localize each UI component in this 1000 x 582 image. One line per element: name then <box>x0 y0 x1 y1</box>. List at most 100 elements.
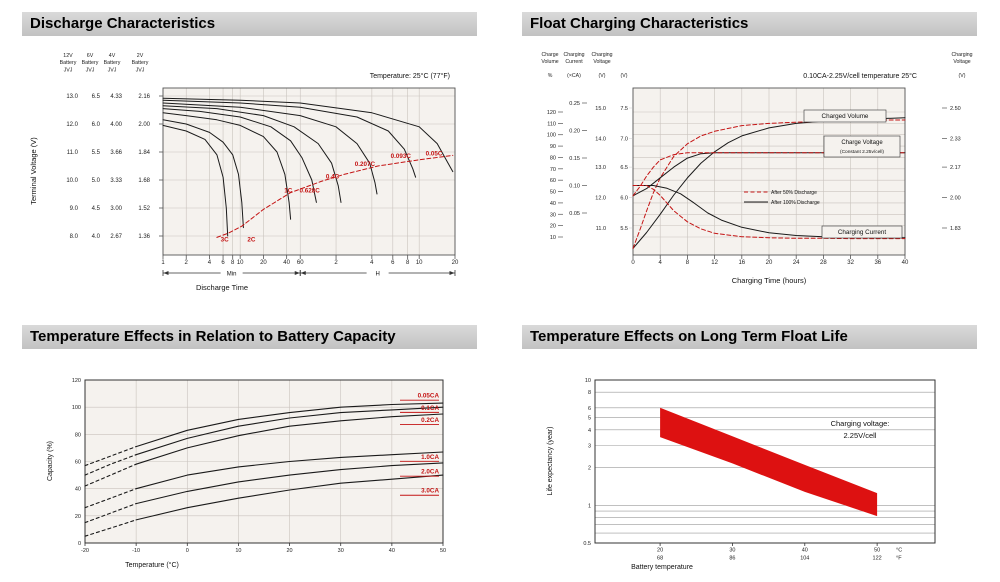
voltage6-tick: 6.5 <box>620 165 628 171</box>
volume-tick: 110 <box>547 121 556 127</box>
voltage6-tick: 7.5 <box>620 106 628 112</box>
series-label: 0.05CA <box>418 393 440 400</box>
celsius-unit-label: °C <box>896 548 902 554</box>
x-tick-label: 10 <box>235 548 241 554</box>
x-tick-label: 2 <box>334 260 338 266</box>
rate-label: 0.4C <box>326 174 340 181</box>
x-tick-label: 0 <box>631 260 635 266</box>
y-tick-label: 10 <box>585 378 591 384</box>
x-tick-label: 8 <box>231 260 235 266</box>
life-expectancy-band <box>660 407 878 517</box>
scale-name: Charging <box>591 52 612 58</box>
panel-title-float-charging: Float Charging Characteristics <box>530 15 749 32</box>
panel-header-discharge: Discharge Characteristics <box>22 12 477 36</box>
y-tick-label: 13.0 <box>66 94 78 100</box>
scale-name: Charging <box>563 52 584 58</box>
x-tick-label: 8 <box>686 260 690 266</box>
annotation-line: Charging voltage: <box>831 419 890 428</box>
y-tick-label: 80 <box>75 432 81 438</box>
y-scale-name: Battery <box>104 60 121 66</box>
rate-label: 0.628C <box>300 188 321 195</box>
discharge-chart-svg: 12VBatteryJVJ13.012.011.010.09.08.06VBat… <box>29 53 459 292</box>
x-unit-label: Min <box>227 272 237 278</box>
x-axis-title: Charging Time (hours) <box>732 276 807 285</box>
x-tick-label: 20 <box>260 260 267 266</box>
y-tick-label: 1.68 <box>138 178 150 184</box>
annotation-line: 2.25V/cell <box>844 431 877 440</box>
float-life-chart: 10 8 6 5 4 3 2 1 0.5 20 68 30 86 40 104 50 122 °C °F Batter… <box>522 358 992 582</box>
y-tick-label: 5.0 <box>92 178 101 184</box>
y-tick-label: 0 <box>78 541 81 547</box>
x-tick-label: 6 <box>221 260 225 266</box>
x-tick-label: 30 <box>338 548 344 554</box>
cutoff-voltage-curve <box>216 154 454 238</box>
panel-header-float-charging: Float Charging Characteristics <box>522 12 977 36</box>
y-tick-label: 5 <box>588 416 591 422</box>
voltage12-tick: 13.0 <box>595 165 606 171</box>
y-tick-label: 2.67 <box>110 234 122 240</box>
curve-label: Charge Voltage <box>841 140 883 146</box>
float-life-chart-svg: 1086543210.5206830864010450122°C°FBatter… <box>547 378 936 571</box>
y-tick-label: 4.0 <box>92 234 101 240</box>
series-0.05CA-dashed <box>84 446 137 467</box>
current-tick: 0.25 <box>569 101 580 107</box>
scale-unit: % <box>548 73 553 79</box>
x-tick-celsius: 30 <box>729 548 735 554</box>
x-axis-title: Battery temperature <box>631 564 693 571</box>
y-tick-label: 5.5 <box>92 150 101 156</box>
y-tick-label: 1.36 <box>138 234 150 240</box>
y-scale-name: JVJ <box>64 67 73 73</box>
right-scale-unit: (V) <box>959 73 966 79</box>
y-tick-label: 9.0 <box>70 206 79 212</box>
series-0.2CA <box>135 413 444 465</box>
condition-note: 0.10CA-2.25V/cell temperature 25°C <box>803 72 917 80</box>
y-tick-label: 20 <box>75 514 81 520</box>
panel-title-float-life: Temperature Effects on Long Term Float L… <box>530 328 848 345</box>
y-scale-name: Battery <box>60 60 77 66</box>
x-tick-fahrenheit: 68 <box>657 556 663 562</box>
voltage6-tick: 5.5 <box>620 226 628 232</box>
current-tick: 0.05 <box>569 211 580 217</box>
x-tick-label: 10 <box>237 260 244 266</box>
series-0.1CA-dashed <box>84 454 137 476</box>
series-label: 2.0CA <box>421 469 439 476</box>
legend-label: After 100% Discharge <box>771 200 820 206</box>
y-tick-label: 40 <box>75 487 81 493</box>
y-tick-label: 2.16 <box>138 94 150 100</box>
x-tick-label: 4 <box>659 260 663 266</box>
voltage12-tick: 14.0 <box>595 136 606 142</box>
volume-tick: 40 <box>550 201 556 207</box>
curve-label-box <box>823 135 901 158</box>
plot-border <box>84 379 444 544</box>
x-tick-label: 4 <box>208 260 212 266</box>
panel-title-temp-capacity: Temperature Effects in Relation to Batte… <box>30 328 396 345</box>
x-tick-label: 40 <box>283 260 290 266</box>
y-tick-label: 0.5 <box>583 541 591 547</box>
y-tick-label: 2.00 <box>138 122 150 128</box>
y-tick-label: 6.0 <box>92 122 101 128</box>
right-scale-name: Voltage <box>953 59 970 65</box>
scale-name: Volume <box>541 59 558 65</box>
series-charging_current_after_50 <box>632 185 906 240</box>
y-scale-name: JVJ <box>108 67 117 73</box>
x-tick-label: 24 <box>793 260 800 266</box>
y-tick-label: 4.33 <box>110 94 122 100</box>
y-tick-label: 6.5 <box>92 94 101 100</box>
x-tick-celsius: 50 <box>874 548 880 554</box>
series-0.093C <box>162 99 417 178</box>
voltage6-tick: 7.0 <box>620 136 628 142</box>
x-tick-label: 6 <box>391 260 395 266</box>
y-scale-name: 4V <box>109 53 116 59</box>
x-tick-label: 16 <box>738 260 745 266</box>
temperature-note: Temperature: 25°C (77°F) <box>370 72 450 80</box>
plot-background <box>163 88 455 255</box>
y-axis-title: Terminal Voltage (V) <box>29 137 38 205</box>
series-0.628C <box>162 108 317 203</box>
y-tick-label: 1.84 <box>138 150 150 156</box>
current-tick: 0.10 <box>569 184 580 190</box>
x-tick-fahrenheit: 86 <box>729 556 735 562</box>
volume-tick: 20 <box>550 224 556 230</box>
voltage-per-cell-tick: 2.17 <box>950 165 961 171</box>
y-axis-title: Capacity (%) <box>47 441 54 481</box>
scale-name: Voltage <box>593 59 610 65</box>
